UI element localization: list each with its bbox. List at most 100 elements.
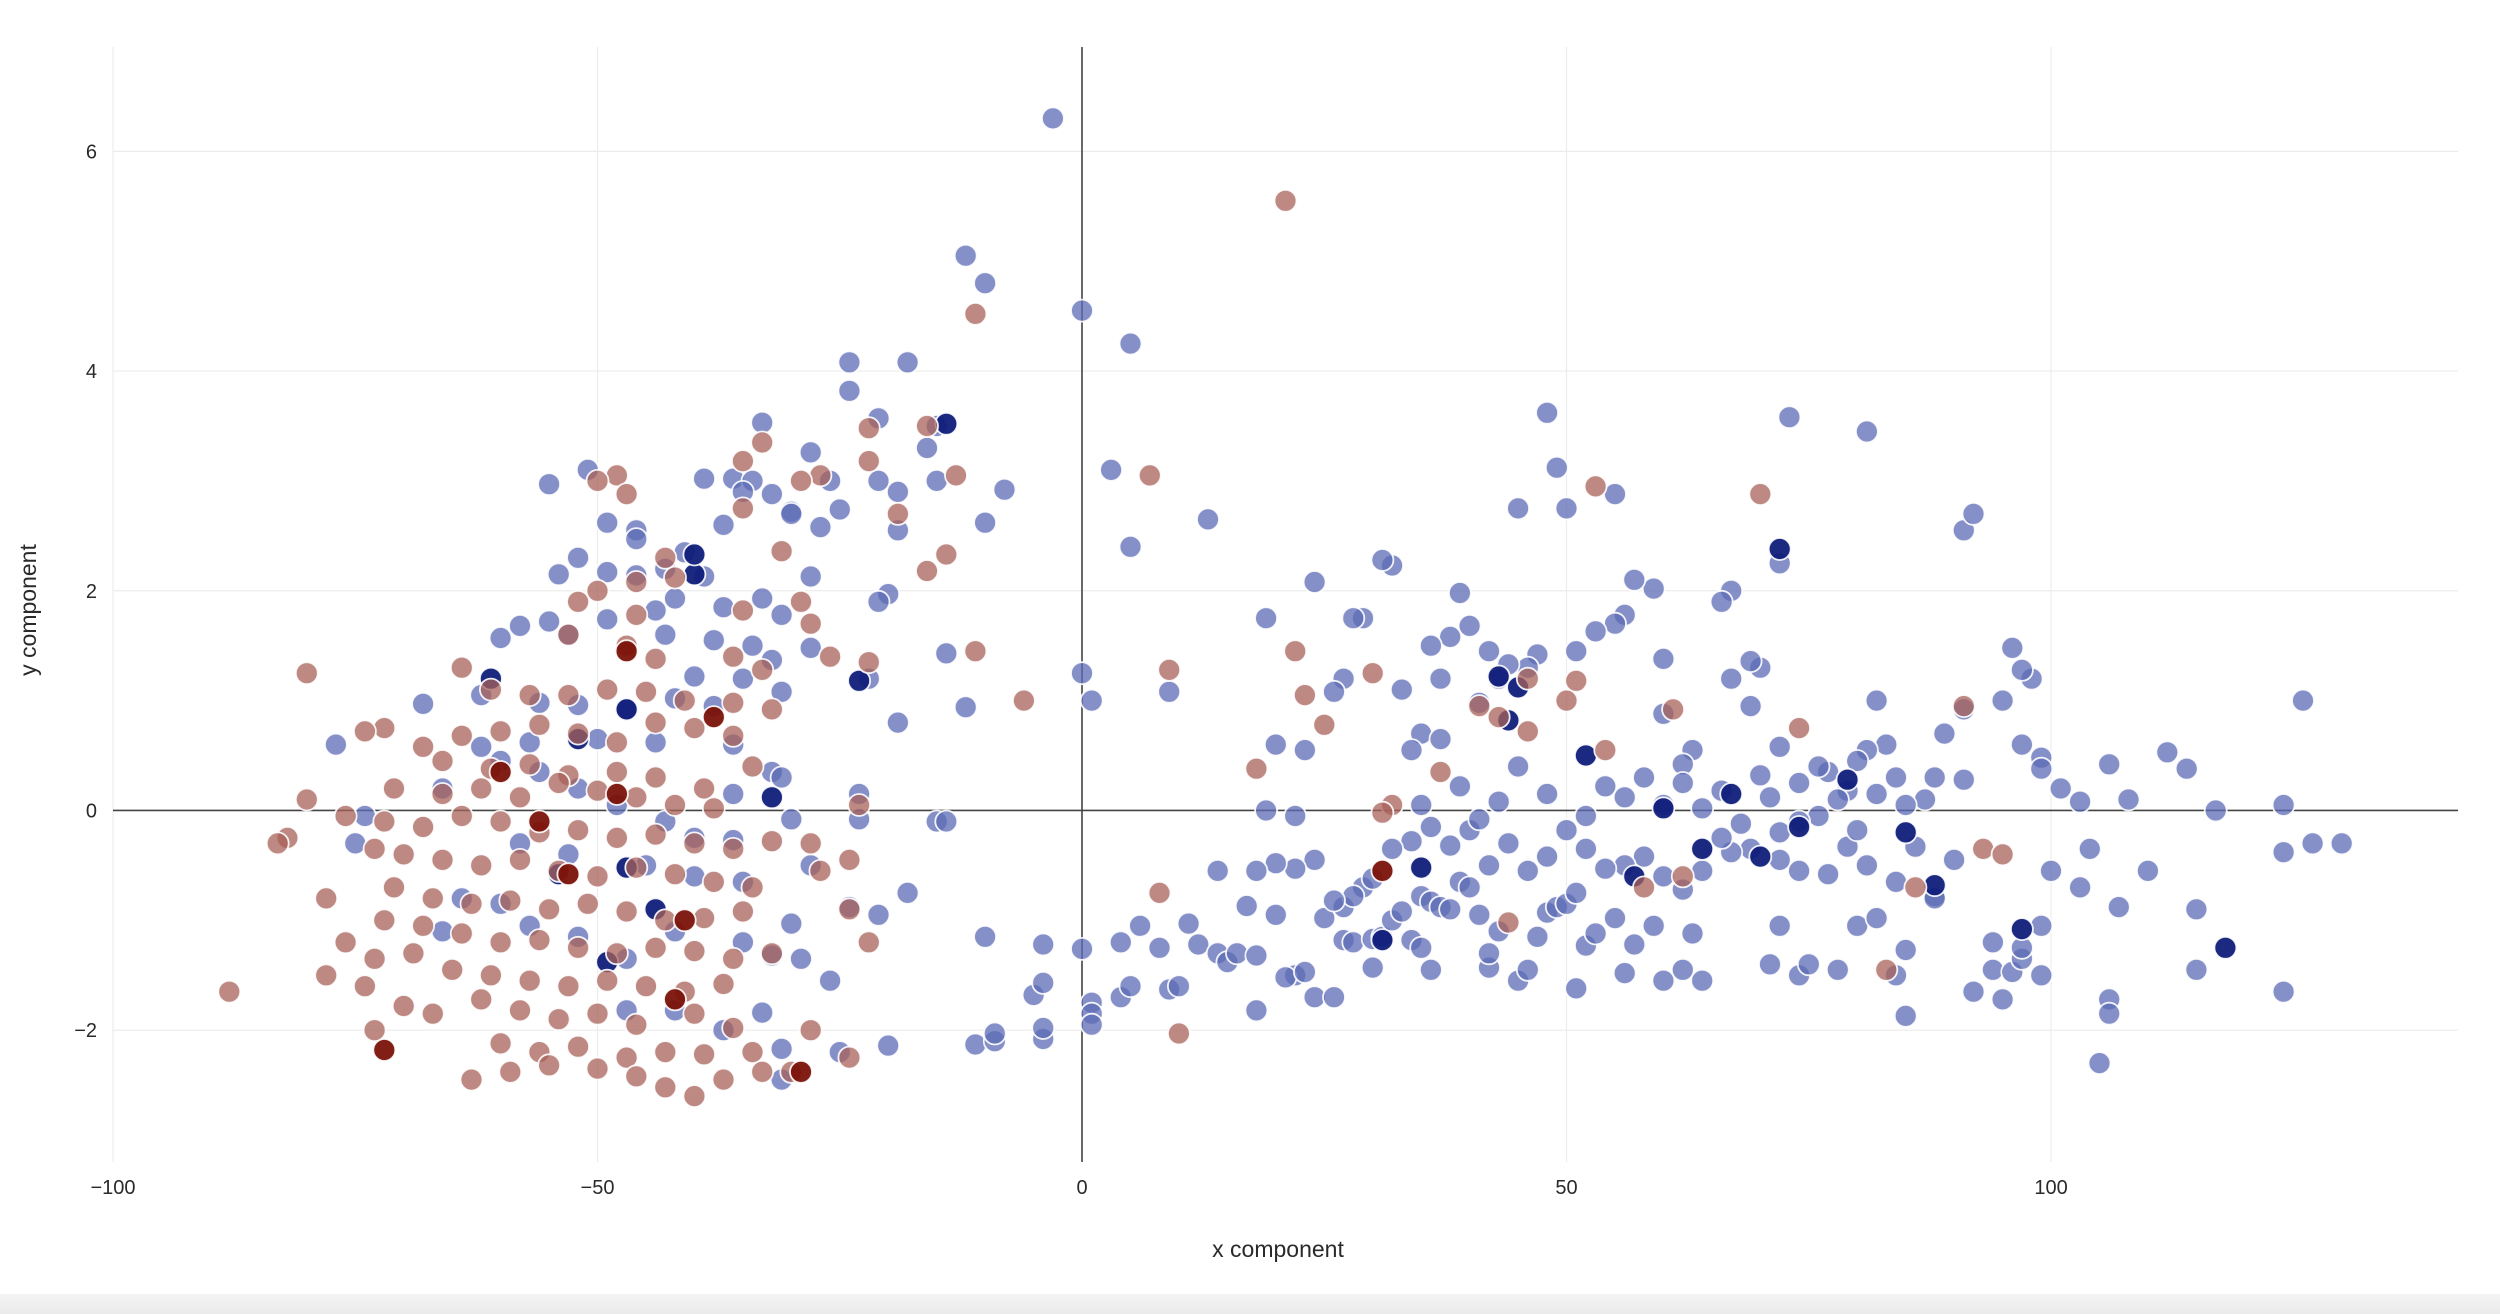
scatter-point: [1990, 842, 2015, 867]
scatter-point: [2203, 798, 2228, 823]
scatter-point: [1157, 658, 1182, 682]
scatter-point: [1438, 833, 1463, 858]
scatter-point: [1884, 870, 1908, 894]
scatter-point: [1263, 902, 1288, 927]
scatter-point: [1835, 767, 1860, 792]
scatter-point: [866, 902, 891, 927]
scatter-point: [789, 946, 813, 971]
scatter-point: [430, 749, 455, 773]
scatter-point: [837, 378, 862, 403]
scatter-point: [1031, 932, 1056, 957]
scatter-point: [2029, 913, 2054, 938]
scatter-point: [595, 968, 620, 993]
scatter-point: [721, 782, 746, 806]
scatter-point: [2116, 787, 2141, 812]
scatter-point: [605, 782, 629, 806]
scatter-point: [605, 826, 629, 850]
scatter-point: [1690, 968, 1715, 993]
scatter-point: [663, 793, 687, 817]
scatter-point: [1738, 649, 1763, 673]
scatter-point: [1709, 589, 1734, 614]
scatter-point: [915, 414, 939, 438]
scatter-point: [847, 668, 871, 693]
scatter-point: [895, 881, 920, 905]
scatter-point: [750, 410, 775, 435]
x-tick-label: −50: [581, 1177, 615, 1199]
scatter-point: [731, 496, 755, 521]
scatter-point: [731, 666, 755, 691]
scatter-point: [1467, 807, 1492, 832]
scatter-point: [1525, 924, 1550, 949]
scatter-point: [1341, 884, 1366, 909]
scatter-point: [740, 875, 765, 900]
scatter-point: [953, 243, 978, 268]
scatter-point: [1825, 957, 1850, 982]
y-axis-title: y component: [15, 544, 41, 676]
scatter-point: [1370, 859, 1395, 883]
scatter-point: [779, 502, 804, 526]
scatter-point: [1118, 974, 1143, 999]
scatter-point: [1428, 666, 1453, 691]
scatter-point: [1632, 765, 1656, 790]
scatter-point: [808, 463, 833, 488]
scatter-point: [1079, 688, 1104, 713]
scatter-point: [1477, 941, 1501, 966]
scatter-point: [498, 888, 523, 913]
scatter-point: [1893, 793, 1918, 817]
scatter-point: [605, 730, 629, 755]
scatter-point: [721, 723, 746, 748]
scatter-point: [1787, 859, 1811, 883]
scatter-point: [1893, 1004, 1918, 1028]
scatter-point: [1825, 787, 1850, 812]
scatter-point: [1990, 688, 2015, 713]
scatter-point: [1322, 985, 1346, 1010]
scatter-point: [508, 998, 532, 1023]
scatter-point: [1758, 952, 1782, 977]
scatter-point: [566, 1034, 590, 1059]
scatter-point: [411, 913, 436, 938]
scatter-point: [837, 350, 862, 375]
scatter-point: [1157, 679, 1182, 704]
scatter-point: [682, 664, 707, 689]
scatter-point: [1302, 570, 1327, 594]
scatter-point: [469, 734, 494, 759]
scatter-point: [1612, 961, 1637, 985]
scatter-point: [2029, 963, 2054, 988]
scatter-point: [430, 848, 455, 872]
scatter-point: [1554, 496, 1579, 521]
scatter-point: [769, 603, 794, 627]
y-tick-labels: −2 0 2 4 6: [74, 141, 97, 1042]
scatter-point: [624, 603, 649, 627]
scatter-point: [701, 796, 726, 821]
scatter-point: [440, 957, 465, 982]
scatter-point: [915, 436, 939, 460]
scatter-point: [1583, 474, 1608, 499]
scatter-point: [1932, 721, 1957, 746]
scatter-point: [731, 449, 755, 474]
scatter-point: [1448, 581, 1472, 605]
y-tick-label: 2: [86, 581, 97, 603]
scatter-point: [1874, 732, 1899, 757]
scatter-point: [1070, 661, 1094, 686]
scatter-point: [672, 908, 697, 933]
scatter-point: [1312, 712, 1337, 737]
scatter-point: [1409, 793, 1434, 817]
scatter-point: [1767, 820, 1792, 845]
scatter-point: [614, 1045, 639, 1070]
scatter-point: [798, 1018, 823, 1043]
scatter-point: [1515, 666, 1540, 691]
scatter-point: [537, 897, 561, 922]
scatter-point: [808, 859, 833, 883]
scatter-point: [2271, 840, 2296, 865]
scatter-point: [478, 963, 503, 988]
scatter-point: [837, 1045, 862, 1070]
scatter-point: [721, 690, 746, 715]
scatter-point: [585, 1056, 610, 1081]
scatter-point: [1845, 749, 1870, 773]
scatter-point: [1399, 738, 1424, 762]
scatter-point: [1670, 771, 1695, 795]
scatter-point: [818, 644, 842, 669]
scatter-point: [1719, 782, 1744, 806]
scatter-point: [323, 732, 348, 757]
scatter-point: [1651, 968, 1676, 993]
